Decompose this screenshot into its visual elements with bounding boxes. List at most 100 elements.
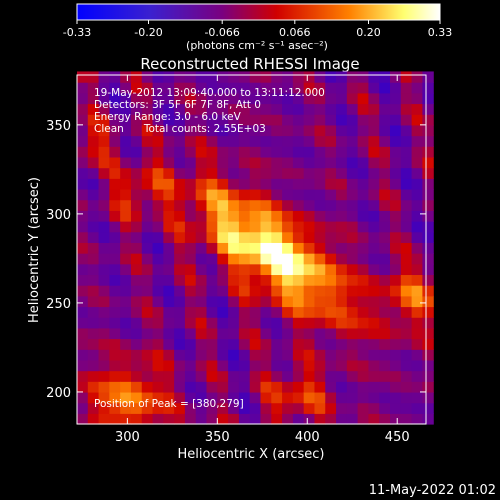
heatmap-cell	[411, 327, 423, 340]
heatmap-cell	[411, 338, 423, 350]
heatmap-cell	[346, 178, 359, 190]
heatmap-cell	[228, 295, 240, 308]
heatmap-cell	[217, 359, 229, 372]
heatmap-cell	[368, 327, 380, 340]
heatmap-cell	[87, 71, 100, 83]
heatmap-cell	[109, 199, 121, 211]
heatmap-cell	[238, 274, 251, 286]
x-tick-label: 350	[205, 430, 230, 445]
heatmap-cell	[314, 178, 326, 190]
heatmap-cell	[130, 359, 143, 372]
heatmap-cell	[98, 381, 110, 393]
heatmap-cell	[87, 231, 100, 243]
heatmap-cell	[87, 381, 100, 393]
heatmap-cell	[249, 285, 262, 297]
heatmap-cell	[260, 359, 272, 372]
heatmap-cell	[174, 82, 186, 94]
heatmap-cell	[411, 199, 423, 211]
heatmap-cell	[141, 92, 154, 105]
heatmap-cell	[87, 349, 100, 361]
heatmap-cell	[152, 253, 164, 265]
heatmap-cell	[336, 274, 348, 286]
heatmap-cell	[141, 199, 154, 211]
heatmap-cell	[249, 370, 262, 382]
heatmap-cell	[260, 391, 272, 404]
heatmap-cell	[217, 391, 229, 404]
heatmap-cell	[152, 295, 164, 308]
heatmap-cell	[163, 221, 175, 233]
heatmap-cell	[249, 92, 262, 105]
heatmap-cell	[336, 402, 348, 414]
heatmap-cell	[228, 285, 240, 297]
heatmap-cell	[379, 124, 391, 137]
heatmap-cell	[141, 210, 154, 222]
heatmap-cell	[325, 274, 337, 286]
heatmap-cell	[174, 146, 186, 158]
heatmap-cell	[303, 178, 316, 190]
heatmap-cell	[77, 92, 89, 105]
heatmap-cell	[130, 178, 143, 190]
heatmap-cell	[141, 381, 154, 393]
heatmap-cell	[411, 178, 423, 190]
heatmap-cell	[238, 114, 251, 126]
heatmap-cell	[238, 146, 251, 158]
heatmap-cell	[195, 306, 208, 318]
heatmap-cell	[368, 317, 380, 329]
heatmap-cell	[336, 359, 348, 372]
heatmap-cell	[120, 124, 132, 137]
heatmap-cell	[77, 156, 89, 169]
heatmap-cell	[346, 188, 359, 201]
heatmap-cell	[390, 103, 402, 115]
heatmap-cell	[184, 167, 197, 179]
heatmap-cell	[357, 135, 370, 147]
heatmap-cell	[260, 199, 272, 211]
heatmap-cell	[195, 381, 208, 393]
heatmap-cell	[217, 135, 229, 147]
heatmap-cell	[379, 381, 391, 393]
heatmap-cell	[174, 285, 186, 297]
heatmap-cell	[379, 359, 391, 372]
heatmap-cell	[163, 231, 175, 243]
heatmap-cell	[357, 402, 370, 414]
heatmap-cell	[163, 413, 175, 425]
heatmap-cell	[152, 381, 164, 393]
heatmap-cell	[120, 199, 132, 211]
heatmap-cell	[260, 370, 272, 382]
x-axis-label: Heliocentric X (arcsec)	[178, 447, 325, 462]
heatmap-cell	[325, 295, 337, 308]
heatmap-cell	[238, 199, 251, 211]
heatmap-cell	[130, 210, 143, 222]
heatmap-cell	[184, 231, 197, 243]
heatmap-cell	[249, 221, 262, 233]
heatmap-cell	[120, 242, 132, 254]
heatmap-cell	[217, 370, 229, 382]
heatmap-cell	[379, 82, 391, 94]
heatmap-cell	[303, 349, 316, 361]
heatmap-cell	[228, 221, 240, 233]
heatmap-cell	[109, 295, 121, 308]
heatmap-cell	[98, 349, 110, 361]
heatmap-cell	[228, 274, 240, 286]
heatmap-cell	[379, 221, 391, 233]
heatmap-cell	[206, 146, 218, 158]
heatmap-cell	[346, 221, 359, 233]
heatmap-cell	[379, 263, 391, 276]
heatmap-cell	[195, 391, 208, 404]
heatmap-cell	[163, 167, 175, 179]
heatmap-cell	[336, 146, 348, 158]
heatmap-cell	[130, 349, 143, 361]
heatmap-cell	[77, 274, 89, 286]
heatmap-cell	[238, 381, 251, 393]
heatmap-cell	[87, 178, 100, 190]
heatmap-cell	[422, 167, 434, 179]
heatmap-cell	[217, 156, 229, 169]
heatmap-cell	[325, 306, 337, 318]
heatmap-cell	[109, 156, 121, 169]
heatmap-cell	[130, 242, 143, 254]
heatmap-cell	[357, 327, 370, 340]
heatmap-cell	[292, 124, 305, 137]
heatmap-cell	[368, 391, 380, 404]
y-tick-label: 300	[46, 208, 71, 223]
heatmap-cell	[411, 135, 423, 147]
heatmap-cell	[228, 103, 240, 115]
